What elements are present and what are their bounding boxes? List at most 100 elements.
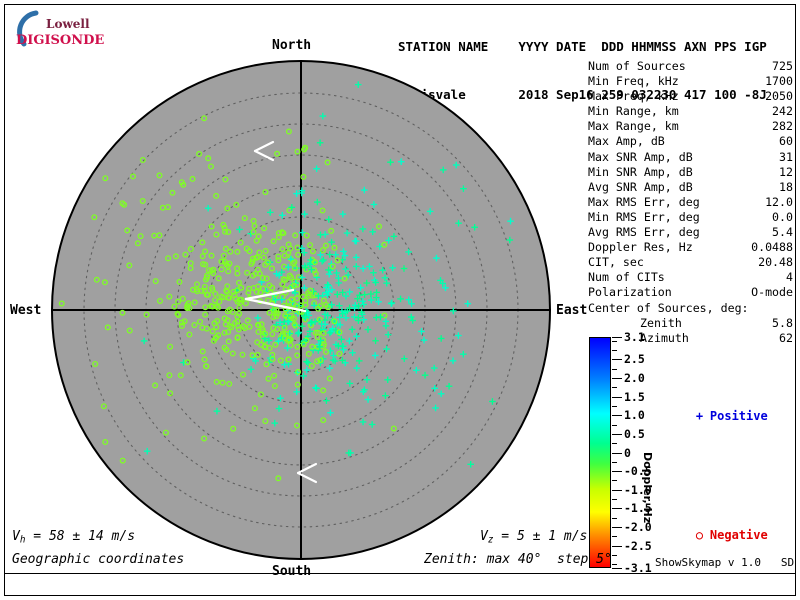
source-marker-positive xyxy=(272,296,279,304)
source-marker-negative xyxy=(202,248,209,255)
colorbar-major-tick xyxy=(612,359,622,361)
source-marker-negative xyxy=(314,329,321,336)
source-marker-positive xyxy=(361,186,368,194)
source-marker-negative xyxy=(213,378,220,385)
source-marker-negative xyxy=(269,284,276,291)
source-marker-negative xyxy=(263,275,270,282)
source-marker-positive xyxy=(464,300,472,307)
source-marker-positive xyxy=(426,208,434,215)
source-marker-positive xyxy=(340,346,347,354)
source-marker-negative xyxy=(320,330,327,337)
source-marker-negative xyxy=(175,298,182,305)
center-of-sources-heading: Center of Sources, deg: xyxy=(588,300,749,315)
source-marker-negative xyxy=(218,258,225,265)
source-marker-positive xyxy=(204,204,212,212)
source-marker-negative xyxy=(270,325,277,332)
source-marker-negative xyxy=(239,351,246,358)
colorbar-tick-label: 1.5 xyxy=(624,389,645,404)
source-marker-negative xyxy=(294,352,301,359)
source-marker-negative xyxy=(291,258,298,265)
source-marker-negative xyxy=(186,331,193,338)
source-marker-negative xyxy=(167,343,174,350)
source-marker-positive xyxy=(430,364,438,372)
source-marker-negative xyxy=(222,321,229,328)
legend-negative: ○ Negative xyxy=(667,514,768,556)
source-marker-positive xyxy=(507,217,514,225)
source-marker-positive xyxy=(336,302,343,310)
legend-positive: + Positive xyxy=(667,395,768,437)
source-marker-positive xyxy=(379,266,386,274)
source-marker-negative xyxy=(207,163,214,170)
param-row: Max SNR Amp, dB 31 xyxy=(588,150,793,165)
source-marker-positive xyxy=(439,166,447,174)
source-marker-positive xyxy=(367,296,375,304)
param-label: Max SNR Amp, dB xyxy=(588,149,693,164)
source-marker-negative xyxy=(264,259,271,266)
arrow-head-lower xyxy=(253,149,275,162)
source-marker-negative xyxy=(101,279,108,286)
param-row: Min RMS Err, deg 0.0 xyxy=(588,210,793,225)
source-marker-negative xyxy=(221,258,228,265)
source-marker-negative xyxy=(209,287,216,294)
source-marker-negative xyxy=(137,233,144,240)
source-marker-negative xyxy=(237,239,244,246)
source-marker-negative xyxy=(220,221,227,228)
direction-label-south: South xyxy=(272,564,312,579)
source-marker-negative xyxy=(251,405,258,412)
source-marker-positive xyxy=(324,291,331,299)
skymap-canvas[interactable] xyxy=(50,59,552,561)
legend-positive-label: Positive xyxy=(709,409,768,423)
vz-subscript: z xyxy=(487,534,494,546)
colorbar-minor-tick xyxy=(612,340,617,342)
source-marker-negative xyxy=(375,223,382,230)
source-marker-negative xyxy=(319,207,326,214)
source-marker-positive xyxy=(278,296,286,303)
source-marker-negative xyxy=(179,295,186,302)
source-marker-positive xyxy=(339,310,346,317)
param-row: Min SNR Amp, dB 12 xyxy=(588,165,793,180)
colorbar-minor-tick xyxy=(612,499,617,501)
source-marker-negative xyxy=(255,283,262,290)
source-marker-negative xyxy=(213,231,220,238)
source-marker-positive xyxy=(310,302,318,309)
center-of-sources-row: Zenith 5.8 xyxy=(588,316,793,331)
source-marker-negative xyxy=(220,252,227,259)
source-marker-negative xyxy=(225,228,232,235)
source-marker-positive xyxy=(471,223,478,231)
source-marker-negative xyxy=(212,297,219,304)
skymap-polar-plot[interactable] xyxy=(50,59,552,561)
param-row: Avg SNR Amp, dB 18 xyxy=(588,180,793,195)
source-marker-negative xyxy=(178,179,185,186)
source-marker-negative xyxy=(203,325,210,332)
source-marker-negative xyxy=(257,391,264,398)
source-marker-positive xyxy=(377,313,384,321)
vh-value: = 58 ± 14 m/s xyxy=(25,529,136,544)
source-marker-negative xyxy=(291,265,298,272)
source-marker-positive xyxy=(383,345,390,353)
source-marker-positive xyxy=(370,269,377,277)
source-marker-negative xyxy=(196,318,203,325)
source-marker-negative xyxy=(270,313,277,320)
source-marker-negative xyxy=(152,278,159,285)
logo-brand-top: Lowell xyxy=(46,17,90,31)
source-marker-negative xyxy=(201,115,208,122)
source-marker-negative xyxy=(270,238,277,245)
colorbar-gradient xyxy=(589,337,611,568)
vector-barb xyxy=(244,288,295,301)
source-marker-negative xyxy=(166,372,173,379)
vz-symbol: V xyxy=(480,529,488,544)
source-marker-positive xyxy=(325,266,332,274)
source-marker-positive xyxy=(354,295,361,303)
param-value: 60 xyxy=(779,134,793,149)
source-marker-positive xyxy=(288,204,296,211)
source-marker-negative xyxy=(165,255,172,262)
param-row: Max Amp, dB 60 xyxy=(588,134,793,149)
vz-value: = 5 ± 1 m/s xyxy=(493,529,588,544)
source-marker-negative xyxy=(204,291,211,298)
source-marker-negative xyxy=(124,227,131,234)
source-marker-positive xyxy=(325,270,333,278)
source-marker-negative xyxy=(244,269,251,276)
colorbar-major-tick xyxy=(612,415,622,417)
source-marker-negative xyxy=(302,144,309,151)
